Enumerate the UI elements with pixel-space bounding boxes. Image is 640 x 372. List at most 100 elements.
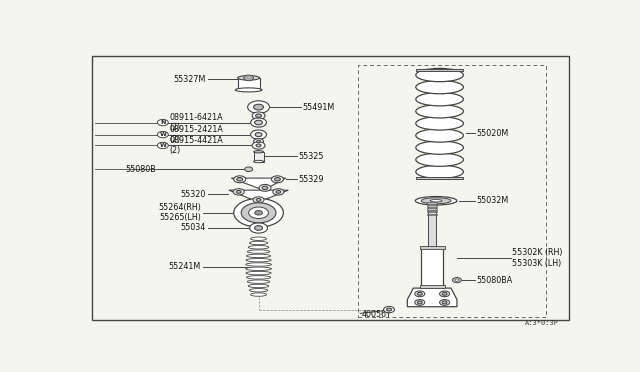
Bar: [416, 177, 463, 179]
Text: 55302K (RH)
55303K (LH): 55302K (RH) 55303K (LH): [511, 248, 562, 268]
Circle shape: [252, 142, 265, 149]
Circle shape: [244, 167, 253, 171]
Text: 55032M: 55032M: [477, 196, 509, 205]
Circle shape: [415, 299, 425, 305]
Circle shape: [255, 226, 262, 230]
Circle shape: [255, 120, 262, 125]
Circle shape: [417, 292, 422, 295]
Circle shape: [157, 119, 168, 126]
Text: 55264(RH)
55265(LH): 55264(RH) 55265(LH): [158, 203, 201, 222]
Bar: [428, 214, 437, 215]
Circle shape: [255, 211, 262, 215]
Polygon shape: [231, 178, 286, 190]
Ellipse shape: [430, 199, 442, 202]
Bar: [420, 285, 445, 288]
Ellipse shape: [246, 263, 271, 266]
Circle shape: [251, 118, 266, 127]
Circle shape: [255, 132, 262, 137]
Bar: [421, 247, 443, 288]
Circle shape: [157, 131, 168, 138]
Circle shape: [255, 114, 262, 118]
Ellipse shape: [251, 237, 266, 240]
Text: 55327M: 55327M: [173, 74, 206, 83]
Ellipse shape: [416, 153, 463, 166]
Circle shape: [233, 189, 244, 195]
Text: 55329: 55329: [299, 175, 324, 184]
Circle shape: [256, 144, 261, 147]
Ellipse shape: [250, 241, 268, 245]
Ellipse shape: [237, 76, 260, 80]
Ellipse shape: [248, 284, 269, 288]
Circle shape: [259, 185, 271, 191]
Text: 08915-4421A
(2): 08915-4421A (2): [170, 136, 223, 155]
Ellipse shape: [247, 250, 270, 253]
Circle shape: [271, 176, 284, 183]
Bar: [420, 246, 445, 250]
Ellipse shape: [246, 276, 271, 279]
Ellipse shape: [248, 246, 269, 249]
Bar: [416, 69, 463, 71]
Ellipse shape: [416, 93, 463, 106]
Ellipse shape: [416, 105, 463, 118]
Circle shape: [252, 112, 265, 119]
Circle shape: [237, 177, 243, 181]
Text: 55325: 55325: [299, 152, 324, 161]
Circle shape: [250, 223, 268, 233]
Circle shape: [249, 207, 269, 218]
Text: W: W: [159, 132, 166, 137]
Circle shape: [157, 142, 168, 149]
Ellipse shape: [246, 254, 271, 257]
Circle shape: [415, 291, 425, 297]
Bar: [237, 78, 260, 90]
Bar: [253, 152, 264, 161]
Ellipse shape: [253, 151, 264, 153]
Text: 55491M: 55491M: [302, 103, 335, 112]
Ellipse shape: [416, 141, 463, 154]
Circle shape: [241, 203, 276, 223]
Text: 55080B: 55080B: [125, 165, 156, 174]
Ellipse shape: [416, 117, 463, 130]
Circle shape: [248, 101, 269, 113]
Text: 55080BA: 55080BA: [477, 276, 513, 285]
Circle shape: [262, 186, 268, 190]
Ellipse shape: [250, 289, 268, 292]
Ellipse shape: [246, 259, 271, 262]
Text: 55020M: 55020M: [477, 129, 509, 138]
Circle shape: [440, 291, 449, 297]
Ellipse shape: [416, 68, 463, 82]
Text: 55241M: 55241M: [169, 262, 201, 271]
Ellipse shape: [246, 267, 271, 270]
Circle shape: [236, 190, 241, 193]
Circle shape: [253, 104, 264, 110]
Circle shape: [276, 190, 281, 193]
Text: N: N: [160, 120, 166, 125]
Polygon shape: [408, 288, 457, 307]
Circle shape: [253, 197, 264, 203]
Ellipse shape: [421, 198, 451, 204]
Circle shape: [383, 307, 394, 313]
Polygon shape: [229, 190, 288, 202]
Text: 40056Y: 40056Y: [362, 310, 392, 319]
Circle shape: [440, 299, 449, 305]
Bar: [428, 202, 437, 204]
Bar: [428, 211, 437, 212]
Circle shape: [442, 301, 447, 304]
Text: 08915-2421A
(2): 08915-2421A (2): [170, 125, 223, 144]
Ellipse shape: [253, 160, 264, 163]
Circle shape: [442, 292, 447, 295]
Circle shape: [455, 279, 459, 281]
Ellipse shape: [236, 88, 262, 92]
Text: 55034: 55034: [180, 224, 206, 232]
Bar: [428, 202, 436, 247]
Ellipse shape: [251, 293, 266, 296]
Bar: [428, 205, 437, 207]
Circle shape: [273, 189, 284, 195]
Ellipse shape: [246, 271, 271, 275]
Ellipse shape: [415, 196, 457, 205]
Circle shape: [256, 198, 261, 201]
Text: W: W: [159, 143, 166, 148]
Ellipse shape: [416, 165, 463, 179]
Circle shape: [275, 177, 280, 181]
Text: 55320: 55320: [180, 190, 206, 199]
Circle shape: [253, 139, 264, 144]
